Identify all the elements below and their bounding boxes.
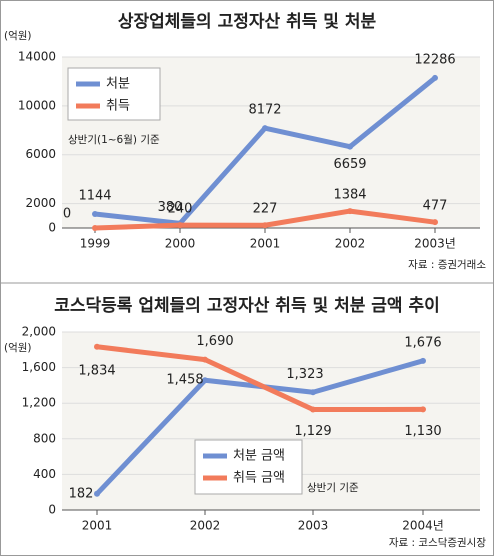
y-tick-label: 0: [48, 221, 56, 235]
point: [310, 389, 316, 396]
y-unit: (억원): [4, 342, 32, 354]
x-tick-label: 2003년: [414, 237, 456, 251]
y-tick-label: 800: [33, 431, 56, 445]
data-label: 1144: [78, 189, 111, 204]
point: [202, 377, 208, 384]
data-label: 1,323: [286, 367, 323, 382]
x-tick-label: 1999: [80, 237, 111, 251]
x-tick-label: 2002: [190, 519, 221, 533]
data-label: 477: [423, 199, 448, 214]
data-label: 1384: [333, 188, 366, 203]
note: 상반기 기준: [307, 482, 359, 494]
x-tick-label: 2001: [250, 237, 281, 251]
x-tick-label: 2003: [298, 519, 329, 533]
x-tick-label: 2000: [165, 237, 196, 251]
data-label: 1,834: [78, 363, 115, 378]
legend-label: 취득: [106, 99, 130, 114]
y-tick-label: 1,200: [22, 396, 56, 410]
x-tick-label: 2004년: [402, 519, 444, 533]
x-tick-label: 2001: [82, 519, 113, 533]
y-tick-label: 2,000: [22, 325, 56, 339]
point: [347, 143, 353, 150]
point: [432, 219, 438, 226]
y-tick-label: 10000: [18, 98, 56, 112]
point: [202, 356, 208, 363]
point: [310, 406, 316, 413]
y-tick-label: 6000: [25, 147, 56, 161]
point: [262, 222, 268, 229]
point: [92, 225, 98, 231]
data-label: 1,676: [404, 335, 441, 350]
chart-title: 코스닥등록 업체들의 고정자산 취득 및 처분 금액 추이: [54, 295, 440, 316]
series-line: [96, 344, 424, 413]
data-label: 1,458: [166, 373, 203, 388]
legend-box: [194, 439, 303, 495]
source: 자료 : 증권거래소: [408, 259, 486, 271]
data-label: 6659: [333, 157, 366, 172]
data-label: 8172: [248, 103, 281, 118]
y-tick-label: 2000: [25, 196, 56, 210]
y-tick-label: 1,600: [22, 360, 56, 374]
point: [420, 357, 426, 364]
data-label: 240: [168, 202, 193, 217]
data-label: 1,690: [196, 334, 233, 349]
point: [347, 208, 353, 215]
point: [420, 406, 426, 413]
y-tick-label: 0: [48, 503, 56, 517]
legend-label: 처분 금액: [233, 449, 285, 464]
point: [94, 490, 100, 497]
source: 자료 : 코스닥증권시장: [389, 537, 486, 549]
data-label: 1,129: [294, 424, 331, 439]
data-label: 1,130: [404, 424, 441, 439]
data-label: 182: [69, 486, 94, 501]
data-label: 227: [253, 202, 278, 217]
chart-title: 상장업체들의 고정자산 취득 및 처분: [118, 11, 377, 32]
note: 상반기(1~6월) 기준: [68, 134, 160, 146]
point: [92, 211, 98, 218]
y-tick-label: 400: [33, 467, 56, 481]
point: [177, 222, 183, 229]
point: [432, 74, 438, 81]
y-tick-label: 14000: [18, 50, 56, 64]
point: [262, 125, 268, 132]
legend-label: 취득 금액: [233, 471, 285, 486]
x-tick-label: 2002: [335, 237, 366, 251]
point: [94, 343, 100, 350]
y-unit: (억원): [4, 30, 32, 42]
legend-label: 처분: [106, 77, 130, 92]
data-label: 12286: [414, 52, 455, 67]
legend-box: [67, 67, 161, 121]
data-label: 0: [63, 207, 71, 222]
data-label: 380: [158, 200, 183, 215]
